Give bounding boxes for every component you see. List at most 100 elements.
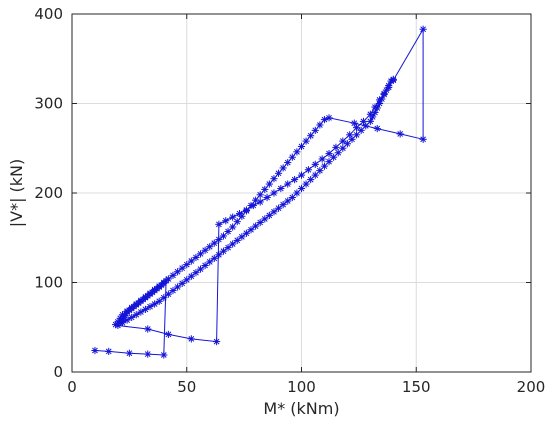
- data-point: [233, 236, 241, 245]
- data-point: [173, 268, 182, 276]
- data-point: [371, 108, 379, 117]
- x-tick-label: 150: [402, 378, 431, 396]
- data-point: [187, 272, 195, 280]
- data-point: [196, 265, 205, 273]
- data-point: [229, 240, 237, 248]
- data-point: [151, 286, 159, 294]
- data-point: [210, 254, 218, 262]
- data-point: [192, 253, 200, 262]
- x-tick-label: 50: [177, 378, 196, 396]
- data-point: [343, 140, 351, 148]
- data-point: [128, 303, 136, 312]
- data-point: [297, 171, 306, 179]
- data-point: [302, 180, 310, 188]
- data-point: [229, 213, 237, 221]
- data-point: [173, 283, 182, 291]
- data-point: [263, 193, 271, 202]
- data-point: [270, 208, 278, 216]
- data-point: [206, 243, 214, 251]
- data-point: [141, 293, 150, 301]
- data-point: [316, 121, 324, 129]
- data-point: [105, 347, 113, 356]
- data-point: [274, 169, 283, 177]
- y-tick-label: 100: [34, 274, 63, 292]
- data-point: [123, 307, 131, 315]
- data-point: [375, 99, 384, 108]
- data-point: [238, 233, 246, 241]
- data-point: [252, 196, 260, 204]
- data-point: [169, 286, 177, 295]
- data-point: [307, 132, 315, 140]
- data-point: [118, 311, 127, 319]
- data-point: [256, 191, 264, 199]
- data-point: [123, 316, 131, 324]
- data-point: [206, 258, 214, 266]
- data-point: [201, 246, 209, 254]
- data-point: [160, 278, 168, 287]
- data-point: [112, 320, 120, 329]
- data-point: [118, 319, 127, 327]
- data-point: [270, 175, 278, 183]
- data-point: [91, 346, 99, 355]
- data-point: [265, 180, 273, 188]
- data-point: [396, 130, 404, 138]
- data-point: [252, 222, 260, 230]
- data-point: [247, 201, 255, 210]
- data-point: [132, 300, 140, 308]
- data-point: [293, 189, 301, 197]
- data-point: [215, 235, 223, 244]
- data-point: [196, 250, 205, 258]
- data-point: [325, 150, 333, 158]
- data-point: [144, 325, 152, 333]
- data-point: [169, 271, 177, 279]
- x-axis-label: M* (kNm): [263, 399, 339, 418]
- data-point: [210, 239, 218, 247]
- data-point: [219, 247, 228, 255]
- data-point: [279, 164, 287, 172]
- data-point: [160, 294, 168, 302]
- data-point: [224, 227, 232, 236]
- data-point: [339, 144, 347, 152]
- data-point: [362, 122, 370, 130]
- data-point: [125, 349, 133, 357]
- series-layer: [91, 25, 427, 359]
- data-point: [357, 126, 365, 134]
- data-point: [164, 275, 172, 283]
- data-point: [304, 166, 312, 174]
- data-point: [219, 232, 228, 240]
- data-point: [330, 153, 338, 161]
- data-point: [284, 158, 292, 167]
- data-point: [311, 126, 319, 134]
- x-tick-label: 200: [517, 378, 546, 396]
- data-point: [146, 289, 154, 297]
- data-point: [293, 148, 301, 156]
- ticks: 0 50 100 150 200 0 100 200 300 400: [34, 5, 545, 396]
- data-point: [297, 184, 306, 193]
- data-point: [307, 175, 315, 184]
- data-point: [350, 119, 358, 127]
- data-point: [288, 153, 296, 161]
- data-point: [279, 201, 287, 209]
- data-point: [284, 180, 292, 188]
- data-point: [288, 193, 296, 202]
- data-point: [332, 143, 340, 151]
- data-point: [242, 207, 251, 215]
- data-point: [302, 137, 310, 145]
- data-point: [215, 220, 223, 228]
- data-point: [316, 167, 324, 175]
- data-point: [274, 204, 283, 212]
- data-point: [155, 297, 163, 305]
- data-point: [373, 124, 381, 133]
- data-point: [187, 335, 195, 343]
- data-point: [164, 330, 172, 339]
- data-point: [389, 75, 397, 83]
- data-point: [132, 311, 140, 319]
- data-point: [277, 184, 285, 193]
- data-point: [201, 261, 209, 270]
- data-point: [348, 135, 356, 143]
- data-point: [215, 251, 223, 259]
- data-point: [192, 269, 200, 277]
- data-point: [178, 279, 186, 287]
- data-point: [297, 142, 306, 151]
